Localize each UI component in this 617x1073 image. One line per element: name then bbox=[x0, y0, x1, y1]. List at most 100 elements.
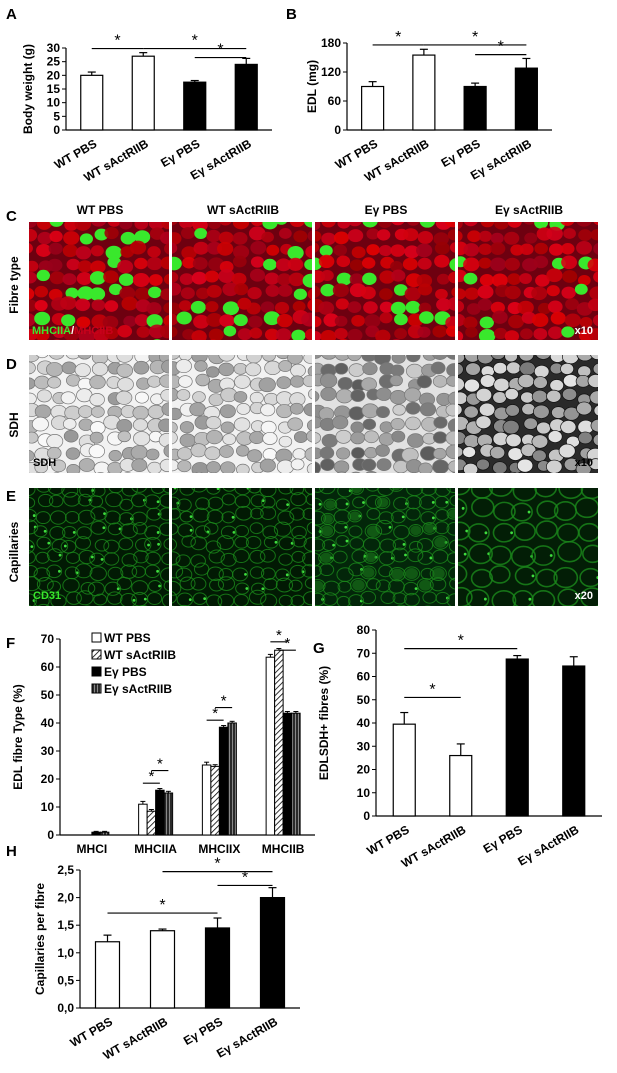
capillary-outline bbox=[277, 510, 295, 526]
fibre-cell bbox=[218, 269, 235, 284]
capillary-outline bbox=[336, 595, 351, 606]
fibre-cell bbox=[478, 257, 492, 269]
capillary-outline bbox=[50, 594, 67, 606]
capillary-outline bbox=[190, 554, 206, 568]
fibre-cell bbox=[562, 270, 578, 283]
fibre-cell bbox=[504, 231, 520, 245]
fibre-cell bbox=[403, 228, 419, 242]
sdh-cell bbox=[445, 444, 455, 460]
capillary-outline bbox=[304, 577, 312, 590]
fibre-cell bbox=[590, 229, 598, 241]
capillary-outline bbox=[235, 505, 253, 521]
fibre-cell bbox=[289, 222, 305, 228]
capillary-dot bbox=[43, 529, 47, 533]
sdh-cell bbox=[195, 471, 204, 473]
capillary-outline bbox=[393, 496, 410, 511]
sdh-cell bbox=[492, 461, 508, 473]
fibre-cell bbox=[232, 231, 248, 245]
sdh-cell bbox=[445, 403, 455, 417]
fibre-cell bbox=[593, 271, 598, 283]
capillary-outline bbox=[275, 498, 291, 511]
label-mhciib: MHCIIB bbox=[74, 325, 114, 337]
fibre-cell bbox=[49, 222, 64, 227]
capillary-outline bbox=[217, 576, 236, 591]
capillary-outline bbox=[29, 519, 39, 535]
sdh-cell bbox=[175, 359, 192, 374]
fibre-fill bbox=[391, 568, 404, 580]
col-header-wt-sactriib: WT sActRIIB bbox=[207, 203, 279, 217]
sdh-cell bbox=[517, 373, 535, 389]
fibre-fill bbox=[321, 525, 334, 537]
fibre-cell bbox=[449, 242, 455, 253]
sdh-cell bbox=[290, 375, 305, 388]
capillary-outline bbox=[321, 592, 338, 606]
y-tick-label: 10 bbox=[357, 786, 371, 800]
y-tick-label: 25 bbox=[47, 55, 61, 69]
significance-star: * bbox=[284, 635, 290, 652]
capillary-outline bbox=[192, 507, 210, 523]
fibre-cell bbox=[148, 286, 162, 299]
sdh-cell bbox=[46, 446, 62, 460]
sdh-cell bbox=[60, 391, 76, 405]
fibre-cell bbox=[181, 227, 196, 240]
y-tick-label: 20 bbox=[357, 763, 371, 777]
fibre-cell bbox=[134, 257, 148, 270]
fibre-cell bbox=[222, 282, 239, 297]
y-tick-label: 70 bbox=[41, 632, 55, 646]
x-tick-label: WT sActRIIB bbox=[399, 822, 469, 870]
fibre-cell bbox=[416, 243, 433, 258]
capillary-dot bbox=[461, 506, 465, 510]
capillary-outline bbox=[418, 494, 437, 510]
fibre-cell bbox=[191, 271, 207, 285]
fibre-cell bbox=[164, 242, 169, 255]
fibre-cell bbox=[276, 313, 293, 328]
capillary-outline bbox=[388, 566, 406, 582]
fibre-cell bbox=[435, 288, 448, 300]
legend-label: Eγ sActRIIB bbox=[104, 682, 172, 696]
significance-star: * bbox=[498, 39, 504, 56]
capillary-outline bbox=[536, 500, 559, 520]
fibre-cell bbox=[523, 222, 535, 225]
sdh-cell bbox=[475, 415, 492, 430]
sdh-cell bbox=[172, 421, 178, 434]
fibre-cell bbox=[363, 301, 378, 314]
capillary-outline bbox=[76, 526, 92, 540]
significance-star: * bbox=[472, 29, 478, 46]
fibre-cell bbox=[304, 222, 312, 228]
panel-letter-g: G bbox=[313, 640, 325, 657]
capillary-dot bbox=[388, 525, 392, 529]
fibre-cell bbox=[305, 245, 312, 259]
capillary-outline bbox=[250, 494, 266, 508]
capillary-outline bbox=[531, 545, 556, 566]
sdh-cell bbox=[117, 377, 134, 392]
capillary-outline bbox=[48, 494, 64, 508]
fibre-cell bbox=[118, 273, 134, 286]
micrograph-fibre-wt-sactriib bbox=[172, 222, 312, 340]
fibre-cell bbox=[561, 255, 578, 270]
capillary-outline bbox=[366, 508, 381, 520]
fibre-cell bbox=[62, 244, 78, 258]
sdh-cell bbox=[189, 402, 206, 417]
sdh-cell bbox=[178, 375, 193, 388]
capillary-outline bbox=[374, 495, 391, 510]
capillary-dot bbox=[484, 531, 488, 535]
fibre-cell bbox=[160, 256, 169, 270]
capillary-outline bbox=[37, 603, 50, 606]
capillary-dot bbox=[274, 540, 278, 544]
capillary-outline bbox=[510, 502, 533, 522]
fibre-cell bbox=[49, 230, 63, 243]
capillary-outline bbox=[172, 496, 181, 510]
fibre-cell bbox=[60, 296, 77, 310]
sdh-cell bbox=[347, 355, 362, 362]
fibre-cell bbox=[507, 222, 522, 228]
fibre-cell bbox=[467, 230, 482, 243]
sdh-cell bbox=[335, 429, 352, 444]
sdh-cell bbox=[350, 389, 366, 402]
capillary-outline bbox=[446, 507, 455, 520]
col-header-wt-pbs: WT PBS bbox=[76, 203, 124, 217]
fibre-cell bbox=[247, 315, 263, 329]
y-tick-label: 60 bbox=[357, 670, 371, 684]
capillary-outline bbox=[303, 537, 312, 552]
capillary-outline bbox=[172, 591, 177, 604]
